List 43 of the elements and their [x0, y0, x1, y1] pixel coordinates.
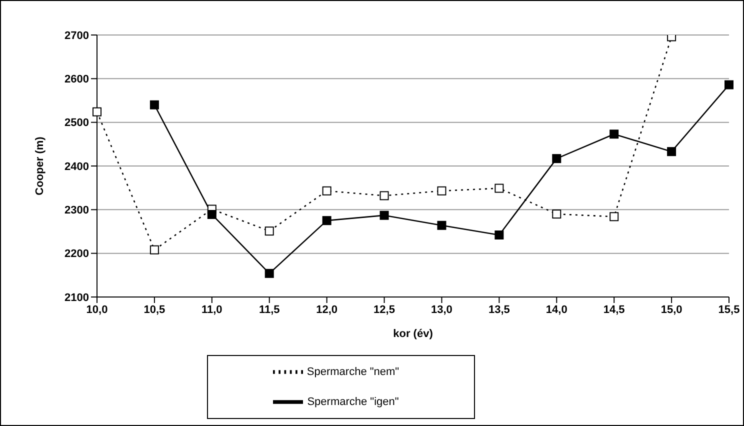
point [724, 80, 734, 90]
x-tick-label: 14,5 [603, 304, 625, 316]
y-tick-label: 2700 [64, 30, 89, 42]
point [322, 216, 332, 226]
x-tick-label: 14,0 [546, 304, 568, 316]
x-tick-label: 10,5 [144, 304, 166, 316]
y-tick-label: 2100 [64, 292, 89, 304]
point [552, 210, 562, 219]
point [437, 220, 446, 230]
point [552, 154, 562, 164]
x-tick-label: 15,0 [660, 304, 682, 316]
x-axis-title: kor (év) [393, 328, 434, 340]
x-tick-label: 12,5 [374, 304, 395, 316]
point [207, 210, 216, 219]
point [150, 100, 159, 110]
point [610, 130, 619, 139]
legend-label: Spermarche "nem" [306, 366, 400, 378]
point [322, 186, 332, 196]
y-tick-label: 2600 [64, 74, 89, 86]
x-tick-label: 13,0 [431, 304, 452, 316]
point [610, 212, 619, 222]
x-tick-label: 12,0 [316, 304, 338, 316]
point [92, 107, 102, 116]
y-tick-label: 2400 [64, 160, 89, 173]
point [380, 210, 389, 220]
y-tick-label: 2200 [64, 248, 89, 260]
y-axis-title: Cooper (m) [34, 136, 46, 196]
point [264, 226, 274, 236]
point [667, 147, 676, 156]
y-tick-label: 2500 [64, 117, 89, 130]
legend-label: Spermarche "igen" [307, 396, 399, 408]
point [494, 230, 504, 240]
x-tick-label: 13,5 [488, 304, 510, 316]
x-tick-label: 15,5 [718, 304, 740, 316]
point [437, 186, 446, 196]
point [494, 184, 504, 193]
point [150, 245, 159, 254]
y-tick-label: 2300 [64, 204, 89, 217]
x-tick-label: 10,0 [86, 304, 108, 316]
point [264, 268, 274, 278]
x-tick-label: 11,5 [258, 304, 280, 316]
x-tick-label: 11,0 [202, 304, 222, 316]
point [380, 191, 389, 200]
